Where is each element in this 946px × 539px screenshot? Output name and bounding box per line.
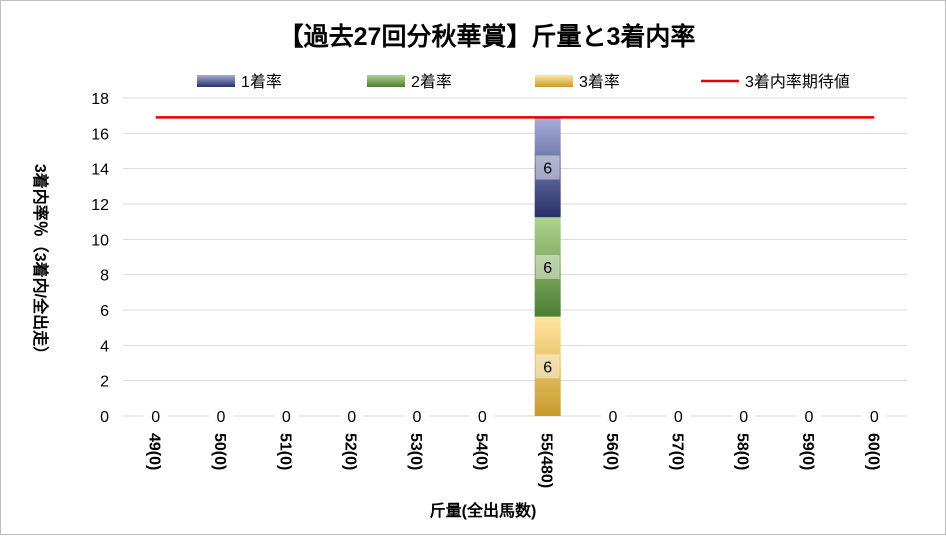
data-label-bg (143, 404, 168, 428)
x-tick-label: 54(0) (472, 433, 489, 470)
x-tick-label: 50(0) (211, 433, 228, 470)
bars: 0 0 0 0 0 0 6 6 6 0 0 0 0 0 (143, 117, 887, 428)
y-tick-label: 2 (100, 374, 109, 391)
x-tick-label: 57(0) (668, 433, 685, 470)
data-label-bg (535, 254, 560, 279)
data-label-bg (209, 404, 233, 428)
data-label: 0 (151, 409, 160, 426)
data-label-bg (731, 404, 756, 428)
data-label-bg (339, 404, 364, 428)
data-label-bg (405, 404, 429, 428)
data-label: 6 (543, 359, 552, 376)
legend-label: 3着内率期待値 (745, 73, 850, 91)
x-tick-label: 58(0) (734, 433, 751, 470)
x-tick-label: 52(0) (342, 433, 359, 470)
x-axis-label: 斤量(全出馬数) (430, 501, 537, 520)
x-tick-label: 51(0) (276, 433, 293, 470)
data-label: 0 (282, 409, 291, 426)
data-label-bg (274, 404, 299, 428)
y-tick-label: 14 (91, 162, 109, 179)
grid (123, 97, 907, 417)
data-label: 0 (739, 409, 748, 426)
data-label-bg (862, 404, 887, 428)
data-label: 0 (217, 409, 226, 426)
x-tick-label: 56(0) (603, 433, 620, 470)
bar-segment (534, 316, 561, 416)
y-axis-ticks: 0 2 4 6 8 10 12 14 16 18 (91, 91, 109, 426)
legend-swatch (367, 75, 405, 87)
chart-title: 【過去27回分秋華賞】斤量と3着内率 (279, 22, 696, 51)
bar-segment (534, 217, 561, 317)
data-label-bg (601, 404, 625, 428)
legend-swatch (535, 75, 573, 87)
bar-segment (534, 117, 561, 218)
y-tick-label: 18 (91, 91, 109, 108)
data-label: 0 (674, 409, 683, 426)
y-tick-label: 12 (91, 197, 109, 214)
data-label-bg (535, 155, 560, 180)
data-label: 0 (805, 409, 814, 426)
x-tick-label: 53(0) (407, 433, 424, 470)
data-label-bg (470, 404, 495, 428)
data-label: 0 (347, 409, 356, 426)
data-label: 0 (609, 409, 618, 426)
data-label: 0 (870, 409, 879, 426)
y-tick-label: 10 (91, 232, 109, 249)
x-tick-label: 49(0) (146, 433, 163, 470)
data-label: 0 (413, 409, 422, 426)
legend-label: 3着率 (579, 73, 620, 91)
y-tick-label: 16 (91, 126, 109, 143)
x-tick-label: 60(0) (864, 433, 881, 470)
y-tick-label: 0 (100, 409, 109, 426)
y-tick-label: 8 (100, 268, 109, 285)
data-label: 0 (478, 409, 487, 426)
y-tick-label: 6 (100, 303, 109, 320)
data-label-bg (535, 354, 560, 379)
x-tick-label: 55(480) (538, 433, 555, 488)
data-label: 6 (543, 161, 552, 178)
y-tick-label: 4 (100, 338, 109, 355)
legend: 1着率 2着率 3着率 3着内率期待値 (197, 73, 850, 91)
y-axis-label: 3着内率％（3着内/全出走） (31, 164, 50, 362)
legend-label: 1着率 (241, 73, 282, 91)
data-label-bg (666, 404, 691, 428)
legend-label: 2着率 (411, 73, 452, 91)
x-tick-label: 59(0) (799, 433, 816, 470)
legend-swatch (197, 75, 235, 87)
x-axis-labels: 49(0) 50(0) 51(0) 52(0) 53(0) 54(0) 55(480) 56(… (146, 433, 882, 488)
data-label-bg (797, 404, 821, 428)
data-label: 6 (543, 260, 552, 277)
